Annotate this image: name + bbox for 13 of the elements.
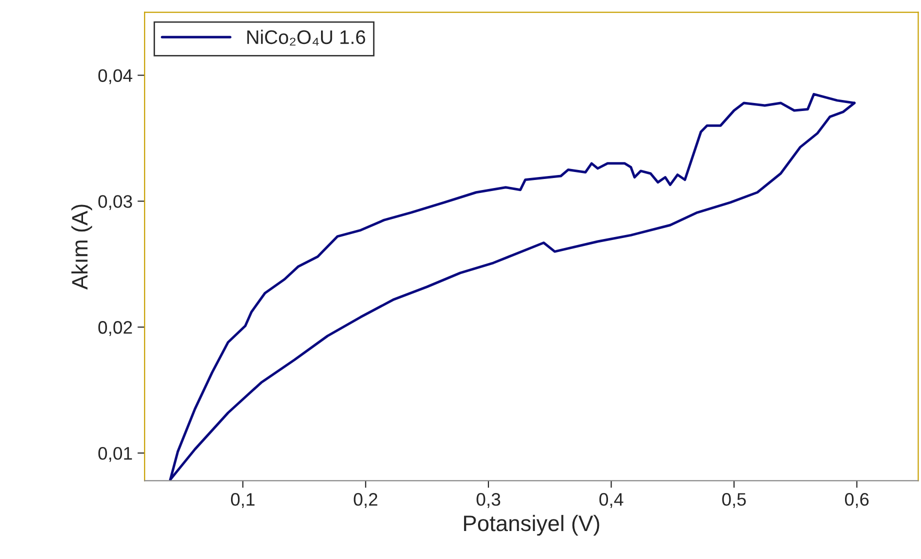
x-axis-title: Potansiyel (V) — [464, 514, 600, 536]
x-tick-label: 0,1 — [230, 493, 255, 508]
x-tick-label: 0,5 — [722, 493, 746, 508]
x-tick-label: 0,6 — [844, 493, 869, 508]
y-tick-label: 0,04 — [98, 69, 132, 84]
y-axis-title: Akım (A) — [71, 204, 92, 290]
y-tick-label: 0,03 — [98, 195, 132, 210]
x-tick-label: 0,2 — [354, 493, 378, 508]
x-tick-label: 0,4 — [599, 493, 624, 508]
x-tick-label: 0,3 — [476, 493, 500, 508]
y-tick-label: 0,02 — [98, 321, 132, 336]
legend-label: NiCo₂O₄U 1.6 — [247, 30, 366, 46]
y-tick-label: 0,01 — [98, 446, 132, 462]
